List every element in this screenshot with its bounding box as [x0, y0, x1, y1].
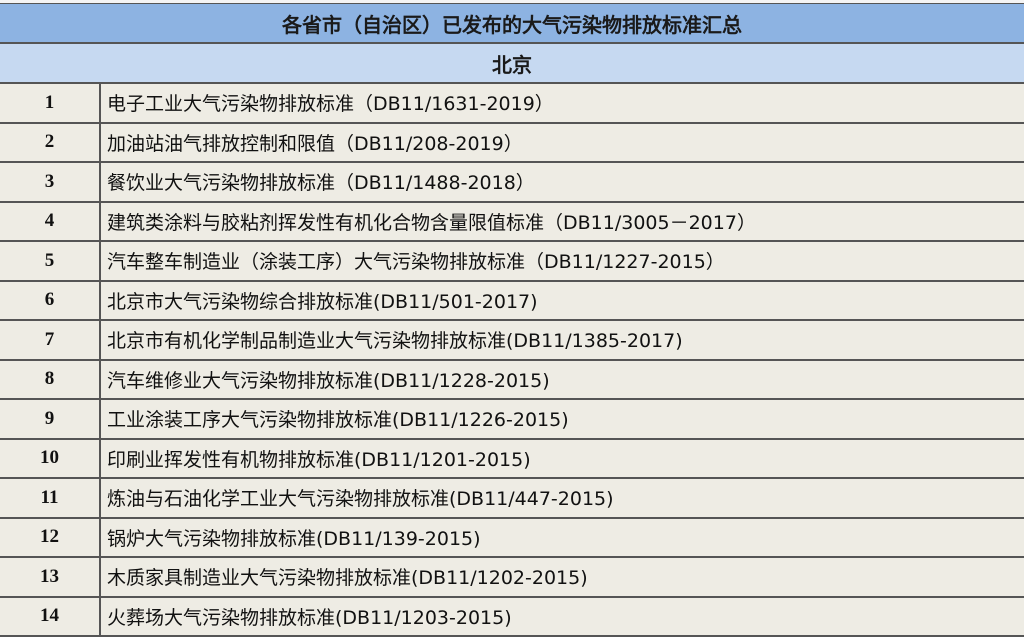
- row-number: 2: [0, 124, 101, 162]
- row-number: 11: [0, 479, 101, 517]
- table-title: 各省市（自治区）已发布的大气污染物排放标准汇总: [0, 4, 1024, 44]
- row-number: 6: [0, 282, 101, 320]
- standard-name: 印刷业挥发性有机物排放标准(DB11/1201-2015): [101, 440, 1024, 478]
- standard-name: 木质家具制造业大气污染物排放标准(DB11/1202-2015): [101, 558, 1024, 596]
- standard-name: 火葬场大气污染物排放标准(DB11/1203-2015): [101, 598, 1024, 636]
- row-number: 12: [0, 519, 101, 557]
- standard-name: 北京市有机化学制品制造业大气污染物排放标准(DB11/1385-2017): [101, 321, 1024, 359]
- standard-name: 北京市大气污染物综合排放标准(DB11/501-2017): [101, 282, 1024, 320]
- standard-name: 工业涂装工序大气污染物排放标准(DB11/1226-2015): [101, 400, 1024, 438]
- row-number: 7: [0, 321, 101, 359]
- standard-name: 炼油与石油化学工业大气污染物排放标准(DB11/447-2015): [101, 479, 1024, 517]
- row-number: 9: [0, 400, 101, 438]
- row-number: 13: [0, 558, 101, 596]
- standard-name: 汽车整车制造业（涂装工序）大气污染物排放标准（DB11/1227-2015）: [101, 242, 1024, 280]
- standard-name: 锅炉大气污染物排放标准(DB11/139-2015): [101, 519, 1024, 557]
- standard-name: 建筑类涂料与胶粘剂挥发性有机化合物含量限值标准（DB11/3005－2017）: [101, 203, 1024, 241]
- standard-name: 电子工业大气污染物排放标准（DB11/1631-2019）: [101, 84, 1024, 122]
- row-number: 5: [0, 242, 101, 280]
- row-number: 3: [0, 163, 101, 201]
- row-number: 4: [0, 203, 101, 241]
- standard-name: 加油站油气排放控制和限值（DB11/208-2019）: [101, 124, 1024, 162]
- row-number: 14: [0, 598, 101, 636]
- standard-name: 汽车维修业大气污染物排放标准(DB11/1228-2015): [101, 361, 1024, 399]
- row-number: 8: [0, 361, 101, 399]
- row-number: 10: [0, 440, 101, 478]
- row-number: 1: [0, 84, 101, 122]
- section-header-beijing: 北京: [0, 44, 1024, 84]
- standard-name: 餐饮业大气污染物排放标准（DB11/1488-2018）: [101, 163, 1024, 201]
